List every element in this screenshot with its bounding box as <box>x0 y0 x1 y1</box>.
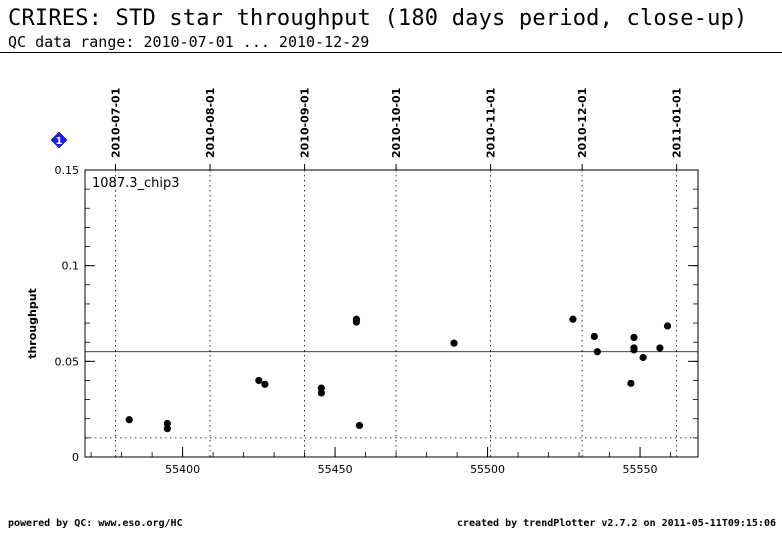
data-point <box>569 315 577 323</box>
date-tick-label: 2010-12-01 <box>576 88 589 158</box>
y-tick-label: 0.1 <box>62 260 80 273</box>
footer-powered-by: powered by QC: www.eso.org/HC <box>8 518 183 529</box>
date-axis: 2010-07-01 2010-08-01 2010-09-01 2010-10-01… <box>109 88 684 170</box>
page-subtitle: QC data range: 2010-07-01 ... 2010-12-29 <box>8 33 370 51</box>
y-tick-label: 0.15 <box>55 164 80 177</box>
data-point <box>590 332 598 341</box>
panel-label: 1087.3_chip3 <box>92 176 180 191</box>
data-point <box>639 353 647 362</box>
marker-diamond <box>50 131 68 149</box>
date-tick-label: 2010-10-01 <box>390 88 403 158</box>
marker-label: 1 <box>56 136 63 147</box>
y-axis-label: throughput <box>26 288 39 359</box>
data-point <box>125 416 133 424</box>
page-title: CRIRES: STD star throughput (180 days pe… <box>8 6 748 31</box>
reference-lines <box>85 351 698 439</box>
date-tick-label: 2010-09-01 <box>299 88 312 158</box>
data-point <box>630 346 638 354</box>
data-point <box>317 389 325 397</box>
data-point <box>593 348 601 356</box>
data-point <box>255 376 263 385</box>
date-tick-label: 2010-07-01 <box>109 88 122 158</box>
data-point <box>656 344 664 352</box>
data-points <box>125 315 672 433</box>
header-divider <box>0 52 782 53</box>
info-marker-icon: 1 <box>50 131 68 149</box>
x-tick-label: 55450 <box>318 463 353 476</box>
x-tick-label: 55500 <box>470 463 505 476</box>
footer-created-by: created by trendPlotter v2.7.2 on 2011-0… <box>456 518 776 529</box>
data-point <box>352 318 361 326</box>
plot-frame <box>84 169 699 458</box>
data-point <box>630 333 638 342</box>
x-axis: 55400 55450 55500 55550 <box>90 447 671 476</box>
data-point <box>450 339 458 347</box>
x-tick-label: 55400 <box>165 463 200 476</box>
throughput-chart: 0 0.05 0.1 0.15 55400 55450 55500 55550 2010-0… <box>26 88 699 476</box>
data-point <box>355 421 364 430</box>
y-tick-label: 0 <box>72 451 79 464</box>
data-point <box>163 419 171 428</box>
data-point <box>627 379 635 387</box>
y-tick-label: 0.05 <box>55 355 80 368</box>
data-point <box>663 322 672 330</box>
y-axis: 0 0.05 0.1 0.15 <box>55 164 698 464</box>
date-tick-label: 2010-11-01 <box>485 88 498 158</box>
data-point <box>163 425 171 433</box>
data-point <box>261 380 269 388</box>
date-tick-label: 2011-01-01 <box>671 88 684 158</box>
date-gridlines <box>115 170 678 457</box>
x-tick-label: 55550 <box>623 463 658 476</box>
date-tick-label: 2010-08-01 <box>204 88 217 158</box>
